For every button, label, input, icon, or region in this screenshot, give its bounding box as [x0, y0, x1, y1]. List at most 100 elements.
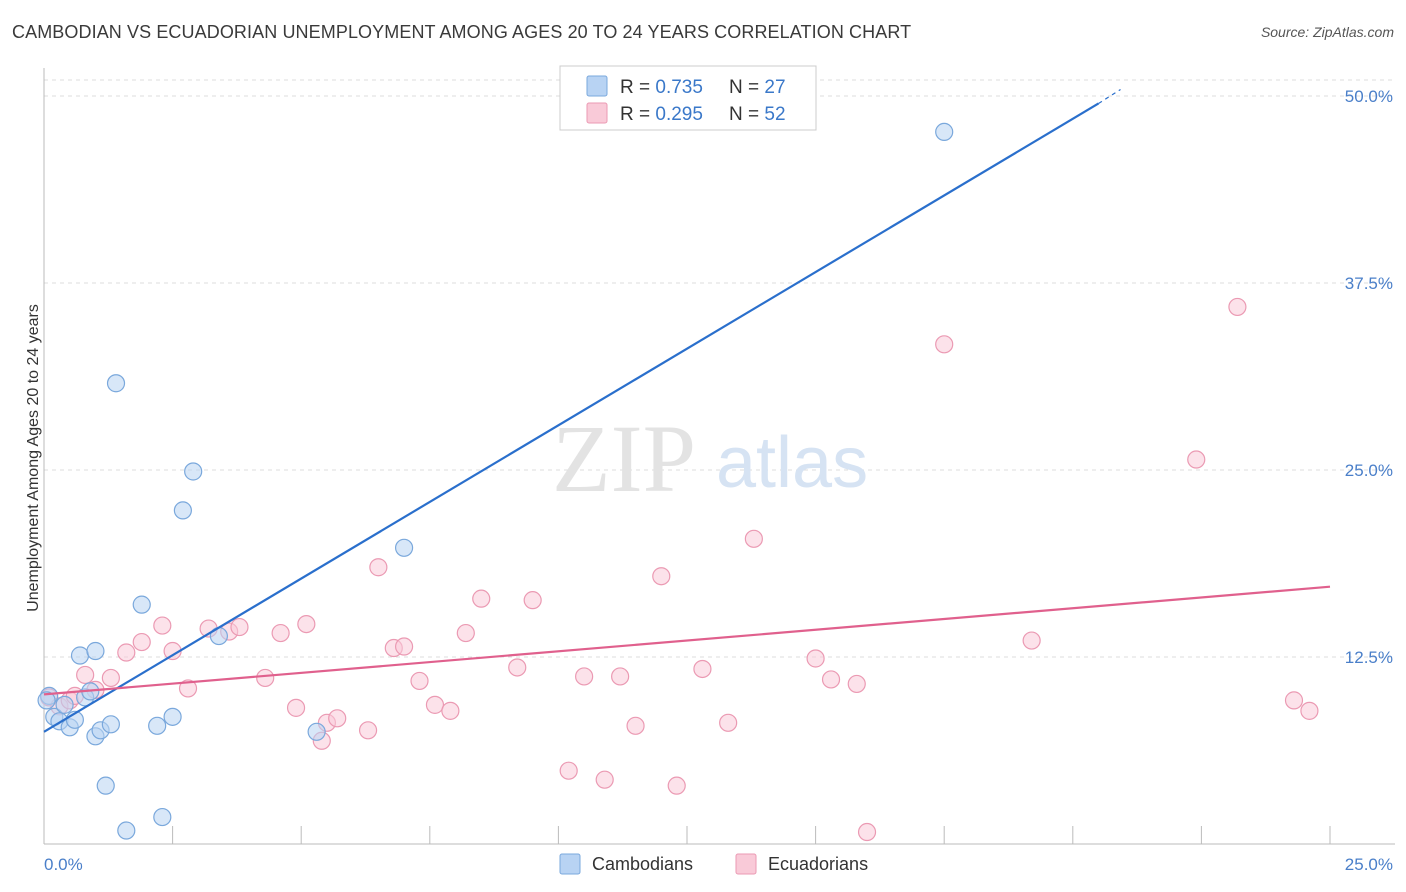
- legend-r-value-cambodians: 0.735: [655, 77, 703, 98]
- ecuadorian-point: [297, 614, 316, 634]
- ecuadorian-point: [1228, 297, 1247, 317]
- trendlines: [43, 88, 1331, 733]
- ecuadorian-point: [472, 589, 491, 608]
- ecuadorian-point: [693, 659, 712, 679]
- ecuadorian-point: [441, 701, 460, 720]
- svg-text:R = 0.295: R = 0.295: [620, 104, 703, 125]
- series-legend: Cambodians Ecuadorians: [559, 853, 868, 875]
- cambodian-trendline: [43, 102, 1100, 733]
- y-tick-label: 50.0%: [1345, 87, 1393, 106]
- axes: [43, 68, 1395, 845]
- ecuadorian-point: [857, 822, 877, 842]
- x-axis-ticks: 0.0% 25.0%: [44, 855, 1393, 874]
- ecuadorian-point: [508, 658, 527, 677]
- chart-title: CAMBODIAN VS ECUADORIAN UNEMPLOYMENT AMO…: [12, 22, 912, 42]
- watermark-atlas: atlas: [716, 423, 868, 503]
- cambodian-point: [55, 695, 74, 714]
- ecuadorian-point: [328, 709, 347, 728]
- legend-n-value-cambodians: 27: [764, 77, 785, 98]
- cambodian-point: [173, 501, 192, 520]
- ecuadorian-point: [559, 761, 578, 780]
- ecuadorian-point: [456, 623, 475, 643]
- cambodian-point: [101, 715, 120, 734]
- ecuadorian-point: [719, 713, 738, 732]
- ecuadorian-point: [117, 643, 136, 662]
- ecuadorian-point: [358, 721, 378, 740]
- cambodian-point: [117, 821, 136, 840]
- ecuadorian-point: [1284, 691, 1304, 710]
- ecuadorian-point: [410, 671, 429, 691]
- cambodian-point: [106, 374, 126, 393]
- ecuadorian-point: [153, 616, 172, 635]
- series-ecuadorians: [40, 297, 1319, 842]
- ecuadorian-point: [652, 567, 671, 586]
- y-axis-label: Unemployment Among Ages 20 to 24 years: [25, 304, 42, 612]
- ecuadorian-point: [256, 668, 275, 688]
- legend-r-label: R =: [620, 77, 655, 98]
- cambodian-point: [86, 641, 105, 661]
- ecuadorian-point: [744, 529, 763, 548]
- legend-swatch-cambodians: [586, 75, 608, 97]
- svg-text:N = 27: N = 27: [729, 77, 786, 98]
- ecuadorian-point: [1022, 631, 1041, 650]
- ecuadorian-point: [230, 617, 249, 637]
- cambodian-point: [96, 776, 115, 795]
- cambodian-point: [132, 595, 151, 614]
- legend-r-label: R =: [620, 104, 655, 125]
- cambodian-point: [184, 462, 203, 481]
- bottom-legend-swatch-ecuadorians: [735, 853, 757, 875]
- cambodian-point: [148, 716, 167, 735]
- correlation-legend: R = 0.735 N = 27 R = 0.295 N = 52: [559, 65, 817, 131]
- y-tick-label: 25.0%: [1345, 461, 1393, 480]
- ecuadorian-point: [76, 665, 95, 685]
- bottom-legend-label-cambodians: Cambodians: [592, 854, 693, 874]
- legend-n-label: N =: [729, 77, 764, 98]
- ecuadorian-point: [611, 667, 630, 686]
- y-axis-ticks: 12.5% 25.0% 37.5% 50.0%: [1345, 87, 1393, 667]
- ecuadorian-point: [847, 674, 866, 694]
- bottom-legend-swatch-cambodians: [559, 853, 581, 875]
- ecuadorian-point: [178, 679, 198, 698]
- x-tick-label: 25.0%: [1345, 855, 1393, 874]
- legend-n-value-ecuadorians: 52: [764, 104, 785, 125]
- ecuadorian-point: [935, 335, 954, 354]
- bottom-legend-label-ecuadorians: Ecuadorians: [768, 854, 868, 874]
- cambodian-point: [37, 691, 56, 710]
- ecuadorian-point: [132, 632, 151, 652]
- ecuadorian-point: [667, 776, 686, 795]
- y-tick-label: 37.5%: [1345, 274, 1393, 293]
- ecuadorian-point: [821, 670, 841, 689]
- ecuadorian-point: [575, 667, 594, 686]
- ecuadorian-point: [425, 695, 445, 714]
- watermark: ZIP atlas: [552, 405, 868, 512]
- ecuadorian-point: [523, 591, 542, 610]
- ecuadorian-point: [1300, 701, 1319, 720]
- ecuadorian-point: [286, 698, 306, 717]
- cambodian-point: [394, 538, 414, 557]
- cambodian-point: [163, 707, 182, 726]
- legend-r-value-ecuadorians: 0.295: [655, 104, 703, 125]
- cambodian-point: [935, 122, 954, 142]
- cambodian-point: [153, 807, 172, 827]
- y-tick-label: 12.5%: [1345, 648, 1393, 667]
- ecuadorian-point: [271, 623, 290, 643]
- cambodian-point: [307, 722, 326, 741]
- ecuadorian-point: [806, 649, 825, 668]
- svg-text:R = 0.735: R = 0.735: [620, 77, 703, 98]
- gridlines: [44, 79, 1395, 658]
- ecuadorian-point: [101, 668, 120, 688]
- legend-swatch-ecuadorians: [586, 102, 608, 124]
- ecuadorian-trendline: [43, 585, 1331, 696]
- source-credit: Source: ZipAtlas.com: [1260, 24, 1394, 40]
- ecuadorian-point: [369, 558, 388, 577]
- svg-text:N = 52: N = 52: [729, 104, 786, 125]
- ecuadorian-point: [626, 716, 645, 735]
- ecuadorian-point: [595, 770, 614, 789]
- x-tick-label: 0.0%: [44, 855, 83, 874]
- ecuadorian-point: [1187, 450, 1206, 469]
- cambodian-point: [70, 646, 90, 665]
- ecuadorian-point: [394, 637, 414, 656]
- watermark-zip: ZIP: [552, 405, 696, 512]
- series-cambodians: [37, 122, 954, 840]
